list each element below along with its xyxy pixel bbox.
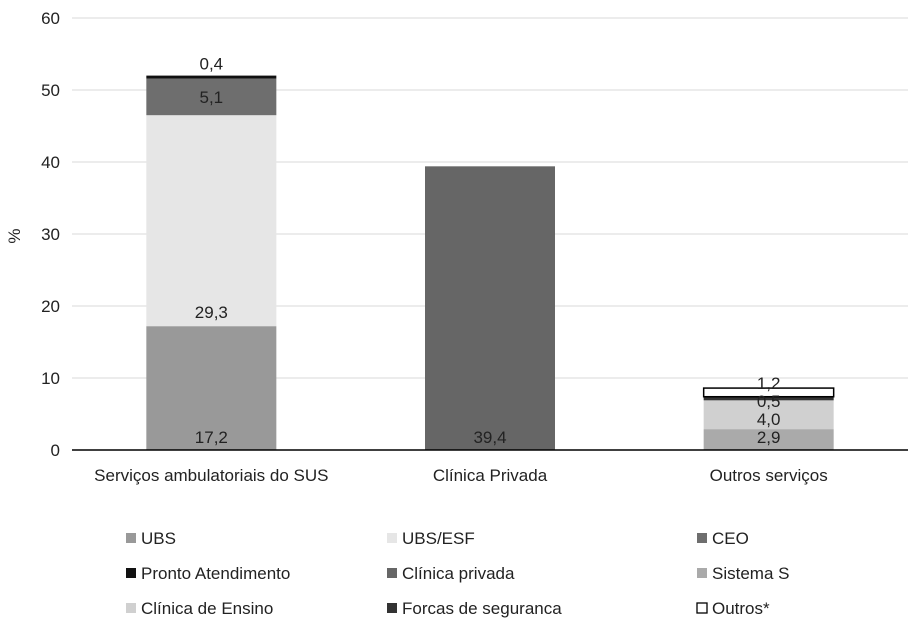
legend-item: UBS/ESF [387, 529, 475, 548]
y-tick-label: 10 [41, 369, 60, 388]
legend-label: UBS/ESF [402, 529, 475, 548]
legend-label: Forcas de seguranca [402, 599, 562, 618]
y-tick-label: 40 [41, 153, 60, 172]
bars [146, 75, 835, 450]
legend-label: UBS [141, 529, 176, 548]
bar-segment [703, 429, 834, 450]
legend-label: Clínica de Ensino [141, 599, 273, 618]
legend-label: Outros* [712, 599, 770, 618]
bar-segment [146, 326, 277, 450]
bar-data-labels: 17,2 29,3 5,1 0,4 39,4 2,94,00,51,2 [195, 55, 781, 447]
bar-data-label: 17,2 [195, 428, 228, 447]
bar-segment [425, 166, 555, 450]
bar-data-label: 0,4 [200, 55, 224, 74]
y-tick-label: 0 [51, 441, 60, 460]
legend-label: CEO [712, 529, 749, 548]
legend-item: Outros* [696, 599, 770, 618]
legend-item: Forcas de seguranca [387, 599, 562, 618]
x-tick-label: Serviços ambulatoriais do SUS [94, 466, 328, 485]
legend-item: Clínica de Ensino [126, 599, 273, 618]
legend-swatch [697, 533, 707, 543]
legend-swatch [387, 603, 397, 613]
y-tick-label: 20 [41, 297, 60, 316]
y-tick-label: 30 [41, 225, 60, 244]
legend-swatch [387, 533, 397, 543]
bar-data-label: 4,0 [757, 410, 781, 429]
legend: UBS UBS/ESF CEO Pronto Atendimento Clínica p… [126, 529, 789, 618]
bar-segment [703, 396, 834, 401]
legend-item: Clínica privada [387, 564, 515, 583]
bar-segment [146, 78, 277, 116]
bar-segment [146, 115, 277, 327]
legend-item: CEO [697, 529, 749, 548]
x-tick-label: Clínica Privada [433, 466, 548, 485]
legend-item: Sistema S [697, 564, 789, 583]
bar-data-label: 2,9 [757, 428, 781, 447]
bar-data-label: 39,4 [473, 428, 506, 447]
y-axis-label: % [5, 228, 24, 243]
y-tick-labels: 0 10 20 30 40 50 60 [41, 9, 60, 460]
legend-swatch [126, 533, 136, 543]
bar-data-label: 29,3 [195, 303, 228, 322]
y-tick-label: 60 [41, 9, 60, 28]
legend-label: Clínica privada [402, 564, 515, 583]
x-tick-labels: Serviços ambulatoriais do SUS Clínica Pri… [94, 466, 828, 485]
bar-data-label: 0,5 [757, 392, 781, 411]
legend-swatch [697, 568, 707, 578]
legend-swatch [387, 568, 397, 578]
legend-label: Pronto Atendimento [141, 564, 290, 583]
legend-item: UBS [126, 529, 176, 548]
legend-swatch [126, 603, 136, 613]
y-tick-label: 50 [41, 81, 60, 100]
bar-data-label: 1,2 [757, 374, 781, 393]
bar-segment [703, 400, 834, 430]
x-tick-label: Outros serviços [710, 466, 828, 485]
legend-swatch [696, 602, 708, 614]
bar-segment [146, 75, 277, 79]
legend-label: Sistema S [712, 564, 789, 583]
bar-data-label: 5,1 [200, 88, 224, 107]
bar-segment [702, 387, 835, 398]
legend-item: Pronto Atendimento [126, 564, 290, 583]
legend-swatch [126, 568, 136, 578]
